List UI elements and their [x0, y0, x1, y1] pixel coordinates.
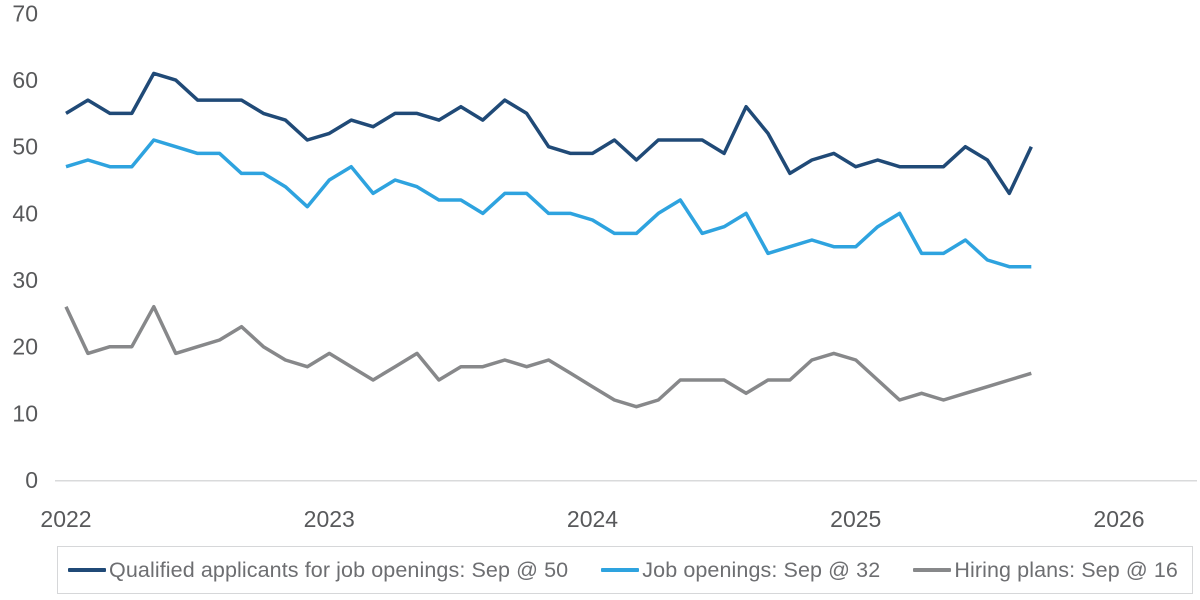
legend-swatch-qualified-applicants-icon: [68, 568, 106, 572]
legend-swatch-hiring-plans-icon: [913, 568, 952, 572]
series-line-qualified-applicants-for-job-openings: [65, 71, 1033, 196]
x-axis-year-label: 2023: [304, 506, 355, 532]
legend-label-job-openings: Job openings: Sep @ 32: [642, 557, 881, 582]
x-axis-year-label: 2026: [1093, 506, 1144, 532]
y-axis-tick-label: 0: [25, 467, 38, 493]
legend-swatch-job-openings-icon: [601, 568, 640, 572]
legend-item-qualified-applicants: Qualified applicants for job openings: S…: [68, 558, 568, 583]
legend-label-qualified-applicants: Qualified applicants for job openings: S…: [109, 557, 569, 582]
chart-legend: Qualified applicants for job openings: S…: [57, 546, 1193, 594]
line-chart: 0 10 20 30 40 50 60 70 2022 2023 2024 2025 2026: [12, 0, 1197, 532]
legend-item-hiring-plans: Hiring plans: Sep @ 16: [913, 558, 1178, 583]
legend-item-job-openings: Job openings: Sep @ 32: [601, 558, 880, 583]
x-axis-year-label: 2022: [40, 506, 91, 532]
y-axis-tick-label: 40: [12, 200, 38, 226]
y-axis-tick-label: 60: [12, 67, 38, 93]
legend-label-hiring-plans: Hiring plans: Sep @ 16: [954, 557, 1178, 582]
y-axis-tick-label: 10: [12, 400, 38, 426]
y-axis-tick-label: 70: [12, 0, 38, 26]
y-axis-tick-label: 50: [12, 134, 38, 160]
x-axis-year-label: 2025: [830, 506, 881, 532]
series-line-hiring-plans: [64, 304, 1032, 409]
series-line-job-openings: [65, 138, 1032, 269]
x-axis-year-label: 2024: [567, 506, 618, 532]
y-axis-tick-label: 30: [12, 267, 38, 293]
y-axis-tick-label: 20: [12, 334, 38, 360]
